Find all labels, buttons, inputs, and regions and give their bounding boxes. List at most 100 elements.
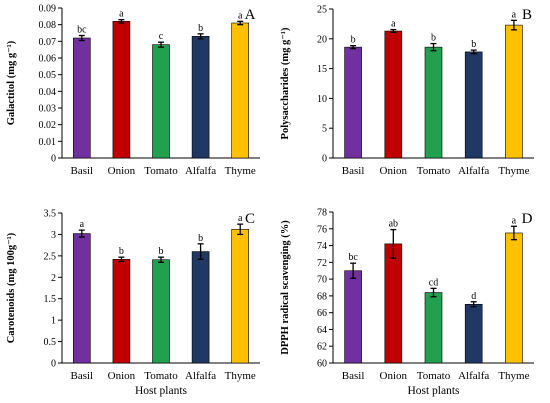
bar-thyme [505, 24, 523, 159]
y-tick-label: 66 [317, 308, 327, 319]
significance-letter: a [391, 19, 396, 30]
bar-onion [112, 21, 131, 159]
x-axis-title: Host plants [407, 385, 460, 397]
x-tick-label-tomato: Tomato [144, 165, 178, 177]
y-tick-label: 72 [317, 258, 327, 269]
x-tick-label-basil: Basil [342, 165, 365, 177]
error-bar-thyme [510, 225, 517, 241]
bar-tomato [152, 44, 170, 159]
significance-letter: a [512, 215, 517, 226]
y-tick-label: 0.03 [39, 104, 57, 115]
x-tick-label-thyme: Thyme [498, 165, 529, 177]
y-tick-label: 1.5 [44, 294, 57, 305]
significance-letter: b [159, 246, 164, 257]
x-tick-label-alfalfa: Alfalfa [458, 165, 489, 177]
y-tick-label: 2 [51, 273, 56, 284]
x-tick-label-alfalfa: Alfalfa [185, 370, 216, 382]
panel-letter: A [245, 7, 256, 23]
error-bar-alfalfa [470, 301, 477, 308]
error-bar-tomato [158, 41, 164, 48]
significance-letter: d [471, 291, 476, 302]
significance-letter: cd [429, 277, 438, 288]
bar-basil [73, 37, 91, 159]
x-tick-label-alfalfa: Alfalfa [458, 370, 489, 382]
significance-letter: a [512, 9, 517, 20]
x-tick-label-onion: Onion [108, 370, 136, 382]
error-bar-thyme [237, 20, 244, 26]
y-tick-label: 64 [317, 325, 327, 336]
significance-letter: a [119, 9, 124, 20]
significance-letter: a [80, 219, 85, 230]
y-tick-label: 3 [51, 230, 56, 241]
y-tick-label: 0.04 [39, 87, 57, 98]
error-bar-alfalfa [197, 243, 204, 260]
x-tick-label-basil: Basil [70, 165, 93, 177]
error-bar-thyme [237, 223, 244, 236]
y-tick-label: 15 [317, 64, 327, 75]
y-tick-label: 0.5 [44, 337, 57, 348]
bar-thyme [231, 22, 249, 159]
y-tick-label: 3.5 [44, 209, 57, 220]
y-tick-label: 0 [51, 154, 56, 165]
bar-alfalfa [191, 251, 210, 364]
x-tick-label-thyme: Thyme [498, 370, 529, 382]
y-axis-title: Polysaccharides (mg g⁻¹) [280, 27, 291, 139]
significance-letter: b [119, 246, 124, 257]
y-tick-label: 68 [317, 291, 327, 302]
bar-basil [344, 46, 362, 159]
y-tick-label: 0.08 [39, 20, 57, 31]
y-tick-label: 0.06 [39, 54, 57, 65]
y-tick-label: 76 [317, 224, 327, 235]
significance-letter: c [159, 31, 164, 42]
error-bar-tomato [430, 42, 437, 52]
y-tick-label: 20 [317, 34, 327, 45]
y-tick-label: 74 [317, 241, 327, 252]
significance-letter: b [431, 33, 436, 44]
error-bar-onion [390, 228, 397, 259]
panel-d-chart: 60 62 64 66 68 70 72 74 76 78 bc Basil ab Onion cd Toma… [280, 208, 534, 397]
y-tick-label: 2.5 [44, 251, 57, 262]
y-tick-label: 25 [317, 5, 327, 16]
error-bar-basil [78, 34, 85, 42]
y-tick-label: 1 [51, 316, 56, 327]
error-bar-onion [118, 256, 125, 263]
error-bar-onion [390, 28, 397, 34]
x-tick-label-basil: Basil [342, 370, 365, 382]
y-tick-label: 0 [322, 154, 327, 165]
x-tick-label-onion: Onion [380, 370, 408, 382]
bar-basil [73, 233, 91, 364]
bar-thyme [505, 232, 523, 364]
significance-letter: b [198, 23, 203, 34]
y-axis-title: Carotenoids (mg 100g⁻¹) [6, 232, 17, 343]
bar-alfalfa [464, 303, 483, 364]
y-axis-title: DPPH radical scavenging (%) [280, 220, 291, 355]
x-tick-label-thyme: Thyme [225, 165, 256, 177]
significance-letter: a [238, 10, 243, 21]
bar-tomato [424, 46, 443, 159]
y-tick-label: 62 [317, 342, 327, 353]
bar-alfalfa [464, 51, 483, 159]
bar-onion [384, 30, 403, 159]
significance-letter: b [198, 233, 203, 244]
bar-tomato [152, 259, 170, 364]
x-tick-label-tomato: Tomato [417, 370, 451, 382]
significance-letter: b [351, 35, 356, 46]
y-tick-label: 0.07 [39, 37, 57, 48]
panel-letter: C [245, 211, 255, 227]
panel-letter: B [522, 7, 532, 23]
error-bar-thyme [510, 19, 517, 31]
x-tick-label-thyme: Thyme [225, 370, 256, 382]
bar-basil [344, 270, 362, 364]
error-bar-basil [78, 229, 85, 238]
y-tick-label: 0 [51, 359, 56, 370]
x-tick-label-tomato: Tomato [144, 370, 178, 382]
y-axis-title: Galactitol (mg g⁻¹) [6, 40, 17, 125]
significance-letter: b [471, 39, 476, 50]
panel-letter: D [522, 211, 533, 227]
y-tick-label: 10 [317, 94, 327, 105]
bar-alfalfa [191, 36, 210, 159]
y-tick-label: 78 [317, 208, 327, 219]
x-tick-label-onion: Onion [108, 165, 136, 177]
panel-c-chart: 0 0.5 1 1.5 2 2.5 3 3.5 a Basil b Onion b Tomato b Alfa… [6, 209, 260, 397]
